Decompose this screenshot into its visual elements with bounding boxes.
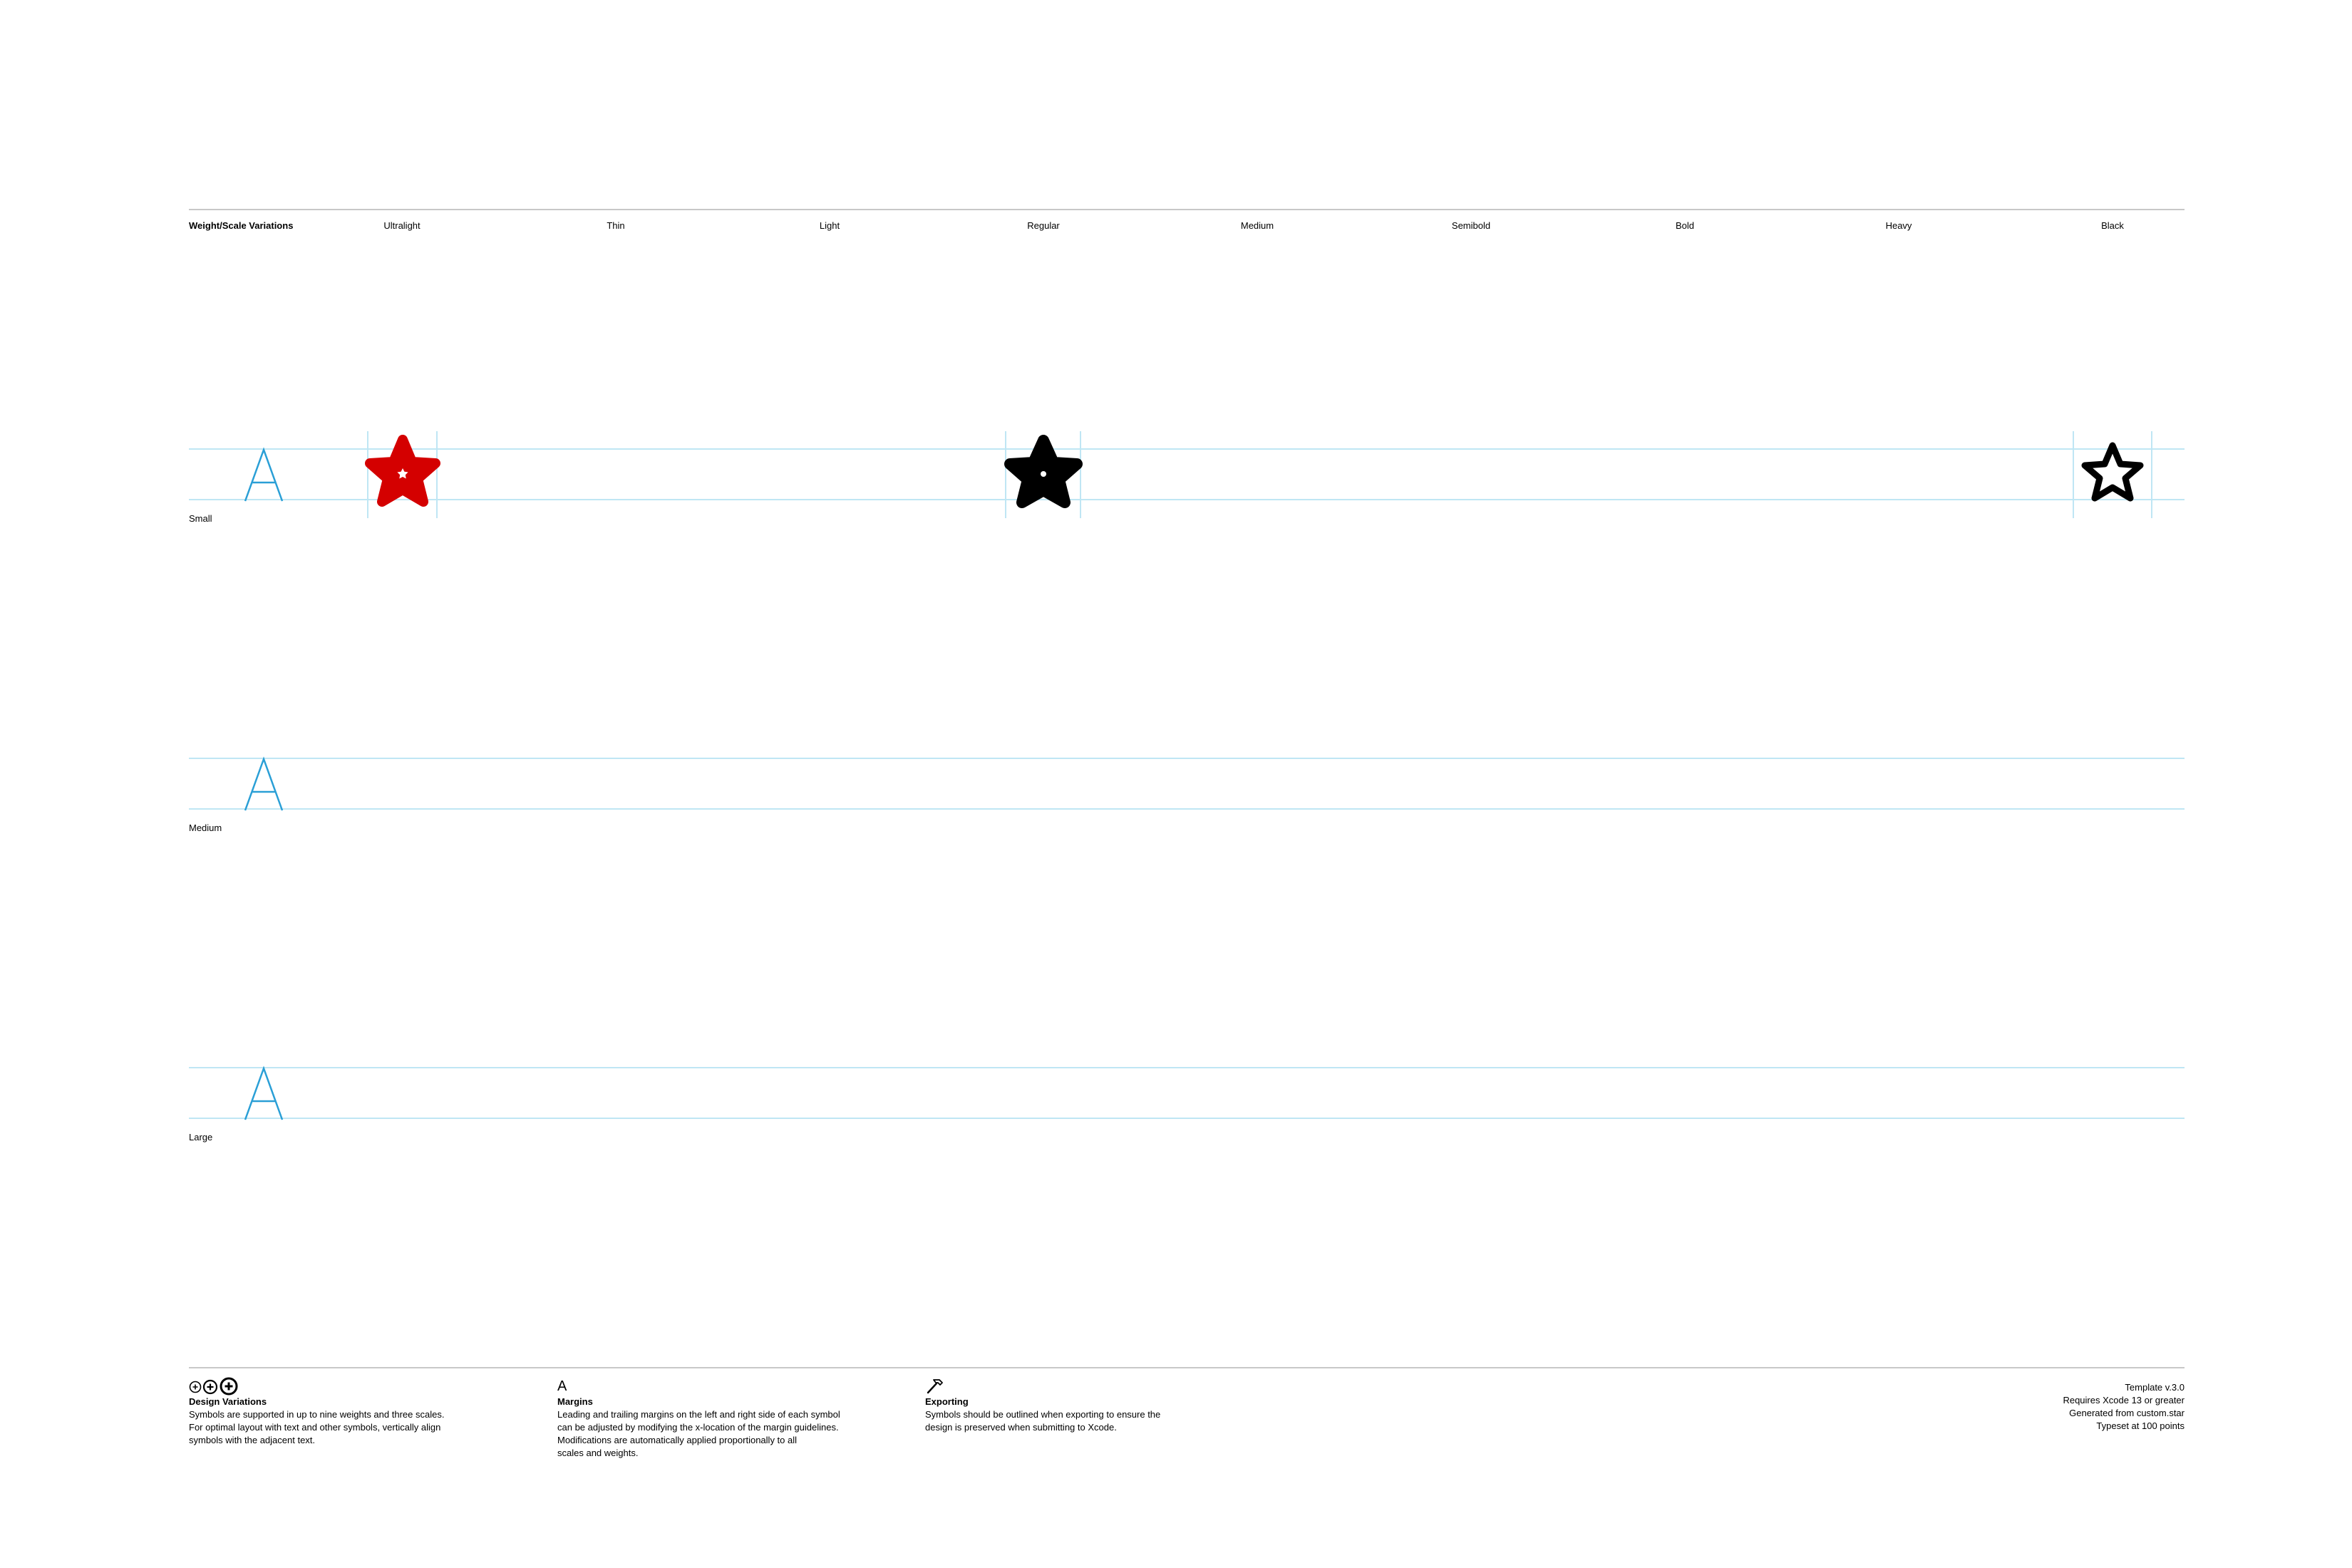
- margins-note: A Margins Leading and trailing margins o…: [557, 1377, 892, 1460]
- star-symbol-regular-small[interactable]: [1002, 433, 1085, 515]
- medium-baseline-guide: [189, 808, 2185, 810]
- large-baseline-guide: [189, 1118, 2185, 1119]
- design-variations-note: Design Variations Symbols are supported …: [189, 1377, 517, 1447]
- weight-label-light: Light: [819, 220, 840, 231]
- reference-glyph-medium: [244, 756, 284, 811]
- medium-cap-height-guide: [189, 758, 2185, 759]
- letter-a-icon: A: [557, 1378, 567, 1394]
- regular-trailing-margin[interactable]: [1080, 431, 1081, 518]
- black-trailing-margin[interactable]: [2151, 431, 2152, 518]
- generated-from: Generated from custom.star: [2069, 1408, 2185, 1418]
- black-leading-margin[interactable]: [2073, 431, 2074, 518]
- ultralight-leading-margin[interactable]: [367, 431, 368, 518]
- weight-label-ultralight: Ultralight: [383, 220, 421, 231]
- margins-body: Leading and trailing margins on the left…: [557, 1409, 840, 1458]
- template-meta: Template v.3.0 Requires Xcode 13 or grea…: [2063, 1381, 2185, 1433]
- margins-title: Margins: [557, 1396, 593, 1407]
- ultralight-trailing-margin[interactable]: [436, 431, 438, 518]
- exporting-body: Symbols should be outlined when exportin…: [925, 1409, 1161, 1433]
- circled-plus-icons: [189, 1377, 238, 1396]
- scale-label-small: Small: [189, 513, 212, 524]
- scale-label-medium: Medium: [189, 822, 222, 833]
- exporting-title: Exporting: [925, 1396, 969, 1407]
- large-cap-height-guide: [189, 1067, 2185, 1068]
- star-symbol-black-small[interactable]: [2078, 439, 2147, 509]
- weight-label-black: Black: [2101, 220, 2124, 231]
- small-baseline-guide: [189, 499, 2185, 500]
- exporting-note: Exporting Symbols should be outlined whe…: [925, 1377, 1253, 1434]
- design-variations-icon: [189, 1377, 517, 1396]
- reference-glyph-small: [244, 447, 284, 502]
- hammer-icon: [925, 1377, 1253, 1396]
- template-version: Template v.3.0: [2125, 1382, 2185, 1393]
- weight-label-heavy: Heavy: [1885, 220, 1912, 231]
- reference-glyph-large: [244, 1066, 284, 1120]
- star-symbol-ultralight-small[interactable]: [363, 435, 442, 513]
- xcode-requirement: Requires Xcode 13 or greater: [2063, 1395, 2185, 1405]
- scale-label-large: Large: [189, 1132, 213, 1143]
- weight-label-bold: Bold: [1675, 220, 1695, 231]
- hammer-glyph: [927, 1379, 943, 1394]
- top-divider: [189, 209, 2185, 210]
- regular-leading-margin[interactable]: [1005, 431, 1006, 518]
- weight-label-thin: Thin: [607, 220, 625, 231]
- weight-label-semibold: Semibold: [1451, 220, 1491, 231]
- weight-label-regular: Regular: [1027, 220, 1060, 231]
- small-cap-height-guide: [189, 448, 2185, 450]
- typeset-size: Typeset at 100 points: [2096, 1420, 2185, 1431]
- bottom-divider: [189, 1367, 2185, 1368]
- section-title: Weight/Scale Variations: [189, 220, 294, 231]
- weight-label-medium: Medium: [1240, 220, 1274, 231]
- design-variations-body: Symbols are supported in up to nine weig…: [189, 1409, 445, 1445]
- design-variations-title: Design Variations: [189, 1396, 267, 1407]
